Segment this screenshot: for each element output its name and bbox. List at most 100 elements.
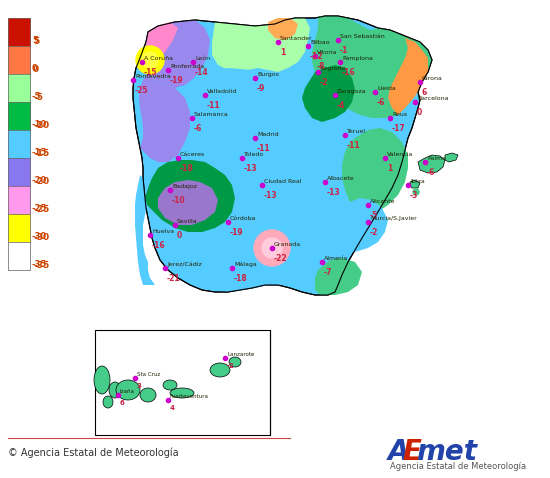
Polygon shape [268, 18, 298, 40]
Text: Jerez/Cádiz: Jerez/Cádiz [167, 261, 202, 267]
Text: -2: -2 [320, 78, 328, 87]
Text: Toledo: Toledo [244, 152, 264, 157]
Text: -12: -12 [310, 52, 323, 61]
Text: Murcia/S.Javier: Murcia/S.Javier [370, 216, 417, 221]
Text: A Coruña: A Coruña [144, 56, 173, 61]
Polygon shape [133, 16, 432, 295]
Text: -5: -5 [33, 93, 43, 102]
Text: -20: -20 [33, 177, 49, 186]
Bar [8, 186, 30, 214]
Text: 0: 0 [417, 108, 422, 117]
Bar [8, 242, 30, 270]
Text: Cáceres: Cáceres [180, 152, 205, 157]
Text: -9: -9 [257, 84, 265, 93]
Circle shape [413, 189, 419, 195]
Text: Badajoz: Badajoz [172, 184, 197, 189]
Text: Izaña: Izaña [120, 389, 135, 394]
Text: Pontevedra: Pontevedra [135, 74, 170, 79]
Text: 0: 0 [32, 64, 38, 73]
Bar [8, 158, 30, 186]
Text: Albacete: Albacete [327, 176, 355, 181]
Bar [8, 18, 30, 46]
Text: Logroño: Logroño [320, 66, 345, 71]
Text: -6: -6 [194, 124, 202, 133]
Polygon shape [302, 65, 355, 122]
Bar [8, 214, 30, 242]
Circle shape [262, 238, 282, 258]
Bar [8, 214, 30, 242]
Text: Salamanca: Salamanca [194, 112, 229, 117]
Text: Valencia: Valencia [387, 152, 414, 157]
Bar [8, 158, 30, 186]
Bar [8, 74, 30, 102]
Bar [8, 242, 30, 270]
Text: Zaragoza: Zaragoza [337, 89, 367, 94]
Text: -18: -18 [180, 164, 194, 173]
Text: -35: -35 [33, 261, 50, 270]
Text: -2: -2 [227, 363, 235, 369]
Text: -4: -4 [337, 101, 345, 110]
Circle shape [142, 52, 158, 68]
Polygon shape [145, 22, 178, 68]
Bar [8, 46, 30, 74]
Text: -25: -25 [32, 204, 47, 213]
Text: Huelva: Huelva [152, 229, 174, 234]
Polygon shape [145, 160, 235, 232]
Text: -14: -14 [195, 68, 208, 77]
Text: Madrid: Madrid [257, 132, 279, 137]
Text: Sta Cruz: Sta Cruz [137, 372, 160, 377]
Text: 6: 6 [422, 88, 427, 97]
Text: -17: -17 [392, 124, 406, 133]
Text: Pamplona: Pamplona [342, 56, 373, 61]
Text: -8: -8 [317, 62, 326, 71]
Text: Ibiza: Ibiza [410, 179, 425, 184]
Text: -25: -25 [33, 205, 50, 214]
Polygon shape [144, 20, 210, 88]
Text: -19: -19 [170, 76, 184, 85]
Circle shape [136, 46, 164, 74]
Text: -5: -5 [370, 211, 378, 220]
Text: A: A [388, 438, 410, 466]
Text: -3: -3 [410, 191, 419, 200]
Text: -11: -11 [257, 144, 271, 153]
Polygon shape [135, 175, 155, 285]
Polygon shape [418, 155, 445, 173]
Polygon shape [388, 38, 428, 115]
Ellipse shape [170, 388, 194, 398]
Ellipse shape [140, 388, 156, 402]
Ellipse shape [109, 382, 121, 398]
Bar [95, 330, 270, 435]
Text: Almería: Almería [324, 256, 348, 261]
Bar [8, 130, 30, 158]
Text: E: E [402, 438, 421, 466]
Text: Girona: Girona [422, 76, 443, 81]
Bar [8, 18, 30, 46]
Text: 0: 0 [177, 231, 182, 240]
Ellipse shape [210, 363, 230, 377]
Text: 3: 3 [137, 383, 142, 389]
Bar [8, 102, 30, 130]
Polygon shape [328, 198, 388, 252]
Text: Granada: Granada [274, 242, 301, 247]
Text: -18: -18 [234, 274, 248, 283]
Text: -30: -30 [32, 232, 47, 241]
Text: Lanzarote: Lanzarote [227, 352, 254, 357]
Text: -15: -15 [144, 68, 157, 77]
Text: -25: -25 [135, 86, 148, 95]
Text: met: met [416, 438, 477, 466]
Text: -20: -20 [32, 176, 47, 185]
Bar [8, 130, 30, 158]
Text: -11: -11 [207, 101, 221, 110]
Ellipse shape [94, 366, 110, 394]
Text: 5: 5 [33, 37, 39, 46]
Text: Fuerteventura: Fuerteventura [170, 394, 209, 399]
Text: -30: -30 [33, 233, 49, 242]
Text: -6: -6 [427, 168, 436, 177]
Text: -15: -15 [33, 149, 50, 158]
Polygon shape [410, 180, 420, 188]
Polygon shape [144, 22, 180, 72]
Circle shape [254, 230, 290, 266]
Text: -1: -1 [340, 46, 348, 55]
Text: Málaga: Málaga [234, 261, 257, 267]
Text: Agencia Estatal de Meteorología: Agencia Estatal de Meteorología [390, 462, 526, 471]
